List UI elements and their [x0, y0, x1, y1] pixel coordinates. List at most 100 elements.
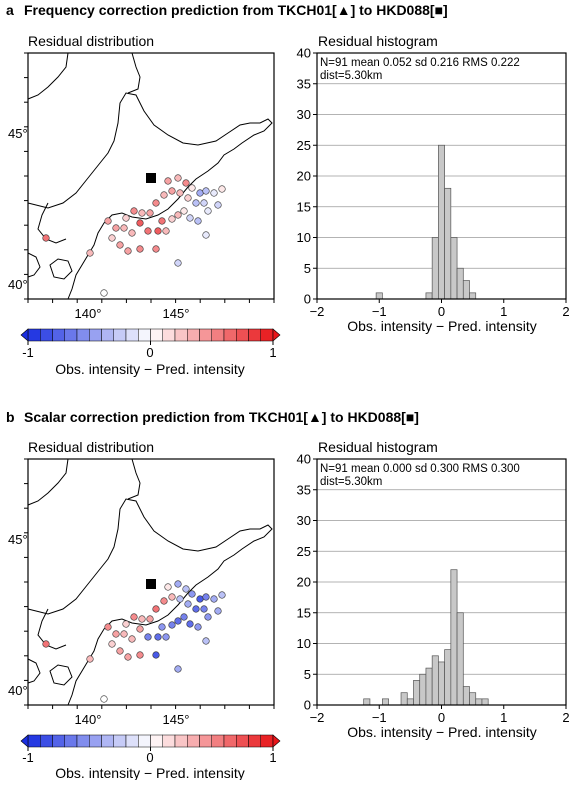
station-marker	[128, 635, 136, 643]
colorbar	[20, 734, 281, 751]
histogram-bar	[481, 698, 489, 706]
station-marker	[200, 199, 208, 207]
stats-line: N=91 mean 0.052 sd 0.216 RMS 0.222	[320, 57, 520, 69]
station-marker	[160, 191, 168, 199]
y-tick-label: 35	[297, 76, 311, 91]
coastline	[27, 658, 41, 684]
colorbar-swatch	[113, 328, 127, 342]
colorbar-swatch	[211, 734, 225, 748]
station-marker	[120, 630, 128, 638]
station-marker	[158, 623, 166, 631]
colorbar-label: Obs. intensity − Pred. intensity	[55, 361, 244, 377]
station-marker	[182, 585, 190, 593]
y-tick-label: 15	[297, 199, 311, 214]
hist-title: Residual histogram	[318, 33, 438, 49]
coastline	[27, 92, 273, 300]
station-marker	[122, 620, 130, 628]
station-marker	[210, 595, 218, 603]
station-marker	[174, 665, 182, 673]
panel-title: Scalar correction prediction from TKCH01…	[24, 409, 419, 425]
colorbar-arrow-low	[20, 328, 29, 342]
coastline	[49, 258, 73, 280]
colorbar-swatch	[248, 328, 261, 342]
x-tick-label: −1	[372, 710, 387, 725]
y-tick-label: 25	[297, 138, 311, 153]
station-marker	[180, 613, 188, 621]
station-marker	[144, 633, 152, 641]
colorbar-swatch	[27, 734, 41, 748]
histogram-bar	[438, 144, 445, 300]
lon-tick-label: 140°	[75, 712, 102, 727]
colorbar-swatch	[27, 328, 41, 342]
x-tick-label: 1	[500, 304, 507, 319]
histogram-bar	[444, 649, 452, 706]
hist-xlabel: Obs. intensity − Pred. intensity	[347, 318, 536, 334]
station-marker	[162, 633, 170, 641]
colorbar-arrow-low	[20, 734, 29, 748]
station-marker	[196, 595, 204, 603]
station-marker	[202, 637, 210, 645]
map-title: Residual distribution	[28, 33, 154, 49]
histogram-bar	[456, 612, 464, 706]
station-marker	[154, 227, 162, 235]
histogram-bar	[450, 569, 458, 706]
station-marker	[168, 187, 176, 195]
histogram-bar	[444, 187, 452, 300]
histogram-bar	[406, 698, 414, 706]
histogram-bar	[462, 686, 470, 706]
histogram-bar	[382, 698, 389, 706]
station-marker	[188, 590, 196, 598]
colorbar-swatch	[64, 734, 78, 748]
station-marker	[116, 647, 124, 655]
colorbar-swatch	[174, 328, 188, 342]
target-station-square	[146, 173, 156, 183]
colorbar-swatch	[187, 734, 200, 748]
station-marker	[100, 289, 108, 297]
colorbar-swatch	[187, 328, 200, 342]
station-marker	[138, 209, 146, 217]
x-tick-label: 1	[500, 710, 507, 725]
colorbar-swatch	[150, 328, 163, 342]
y-tick-label: 10	[297, 230, 311, 245]
stats-line: dist=5.30km	[320, 476, 382, 488]
colorbar-swatch	[52, 734, 65, 748]
coastline	[27, 498, 273, 706]
station-marker	[136, 625, 144, 633]
station-marker	[152, 245, 160, 253]
histogram-bar	[462, 280, 470, 300]
colorbar-arrow-high	[272, 328, 281, 342]
station-marker	[108, 640, 116, 648]
panel-b: b Scalar correction prediction from TKCH…	[6, 409, 570, 781]
y-tick-label: 5	[304, 667, 311, 682]
station-marker	[168, 215, 176, 223]
colorbar-tick: -1	[22, 750, 34, 765]
coastline-group	[24, 52, 275, 303]
coastline	[37, 608, 67, 650]
colorbar-swatch	[150, 734, 163, 748]
colorbar-swatch	[138, 328, 151, 342]
station-marker	[194, 623, 202, 631]
y-tick-label: 0	[304, 292, 311, 307]
station-marker	[124, 247, 132, 255]
station-marker	[136, 219, 144, 227]
station-marker	[192, 199, 200, 207]
station-marker	[124, 653, 132, 661]
y-tick-label: 30	[297, 107, 311, 122]
coastline	[49, 664, 73, 686]
colorbar-swatch	[223, 734, 237, 748]
station-marker	[188, 184, 196, 192]
histogram-bar	[363, 698, 371, 706]
station-marker	[160, 597, 168, 605]
station-marker	[214, 201, 222, 209]
station-marker	[174, 580, 182, 588]
colorbar-swatch	[89, 328, 102, 342]
station-marker	[112, 224, 120, 232]
lat-tick-label: 40°	[8, 683, 28, 698]
colorbar-swatch	[162, 328, 176, 342]
station-marker	[42, 640, 50, 648]
histogram-bar	[456, 267, 464, 300]
coastline-group	[24, 458, 275, 709]
colorbar-swatch	[101, 328, 114, 342]
station-marker	[154, 633, 162, 641]
